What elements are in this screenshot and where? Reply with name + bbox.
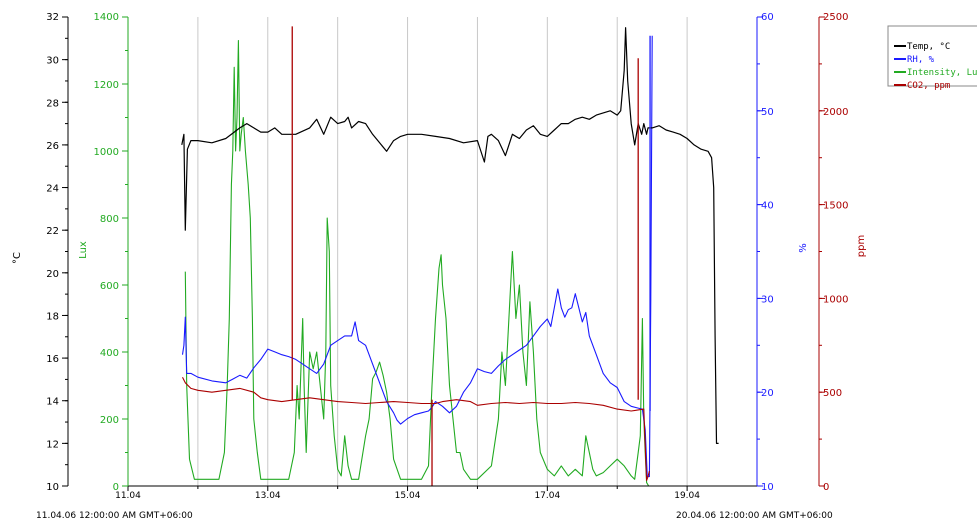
temp-tick-label: 24 bbox=[46, 184, 59, 195]
axes-layer: 11.04 13.04 15.04 17.04 19.04 10 12 14 16 18 20 22 2… bbox=[46, 12, 848, 501]
legend-label-temp: Temp, °C bbox=[907, 42, 950, 52]
co2-tick-label: 2500 bbox=[823, 12, 848, 23]
temp-tick-label: 28 bbox=[46, 98, 59, 109]
co2-tick-label: 2000 bbox=[823, 107, 848, 118]
temp-tick-label: 10 bbox=[46, 482, 59, 493]
temp-tick-label: 22 bbox=[46, 226, 59, 237]
x-tick-label: 19.04 bbox=[674, 491, 700, 501]
rh-tick-label: 60 bbox=[761, 12, 774, 23]
legend-label-lux: Intensity, Lux bbox=[907, 68, 977, 78]
temp-tick-label: 12 bbox=[46, 439, 59, 450]
temp-tick-label: 20 bbox=[46, 269, 59, 280]
x-tick-label: 13.04 bbox=[255, 491, 281, 501]
co2-tick-label: 0 bbox=[823, 482, 829, 493]
temp-tick-label: 32 bbox=[46, 12, 59, 23]
rh-tick-label: 20 bbox=[761, 388, 774, 399]
series-line-temp bbox=[181, 27, 719, 444]
lux-tick-label: 1200 bbox=[94, 80, 119, 91]
co2-tick-label: 1500 bbox=[823, 201, 848, 212]
rh-tick-label: 30 bbox=[761, 294, 774, 305]
co2-tick-label: 1000 bbox=[823, 294, 848, 305]
x-end-label: 20.04.06 12:00:00 AM GMT+06:00 bbox=[676, 511, 833, 521]
rh-tick-label: 10 bbox=[761, 482, 774, 493]
lux-tick-label: 400 bbox=[100, 348, 119, 359]
lux-tick-label: 1000 bbox=[94, 147, 119, 158]
lux-tick-label: 0 bbox=[113, 482, 119, 493]
lux-tick-label: 600 bbox=[100, 281, 119, 292]
co2-tick-label: 500 bbox=[823, 388, 842, 399]
legend-label-rh: RH, % bbox=[907, 55, 935, 65]
x-tick-label: 17.04 bbox=[534, 491, 560, 501]
x-tick-label: 15.04 bbox=[395, 491, 421, 501]
temp-tick-label: 30 bbox=[46, 56, 59, 67]
temp-tick-label: 16 bbox=[46, 354, 59, 365]
legend: Temp, °C RH, % Intensity, Lux CO2, ppm bbox=[887, 25, 977, 91]
temp-tick-label: 18 bbox=[46, 311, 59, 322]
rh-tick-label: 40 bbox=[761, 201, 774, 212]
temp-axis-title: °C bbox=[12, 252, 23, 264]
rh-axis-title: % bbox=[798, 243, 809, 253]
lux-tick-label: 1400 bbox=[94, 12, 119, 23]
co2-axis-title: ppm bbox=[856, 235, 867, 257]
lux-tick-label: 200 bbox=[100, 415, 119, 426]
legend-label-co2: CO2, ppm bbox=[907, 81, 950, 91]
rh-tick-label: 50 bbox=[761, 107, 774, 118]
lux-axis-title: Lux bbox=[78, 241, 89, 259]
temp-tick-label: 26 bbox=[46, 141, 59, 152]
series-line-rh bbox=[181, 35, 653, 478]
x-tick-label: 11.04 bbox=[115, 491, 141, 501]
series-line-lux bbox=[184, 39, 650, 487]
series-layer bbox=[181, 26, 719, 487]
lux-tick-label: 800 bbox=[100, 214, 119, 225]
series-line-co2 bbox=[182, 376, 650, 481]
temp-tick-label: 14 bbox=[46, 397, 59, 408]
grid-lines bbox=[197, 17, 688, 486]
x-start-label: 11.04.06 12:00:00 AM GMT+06:00 bbox=[36, 511, 193, 521]
